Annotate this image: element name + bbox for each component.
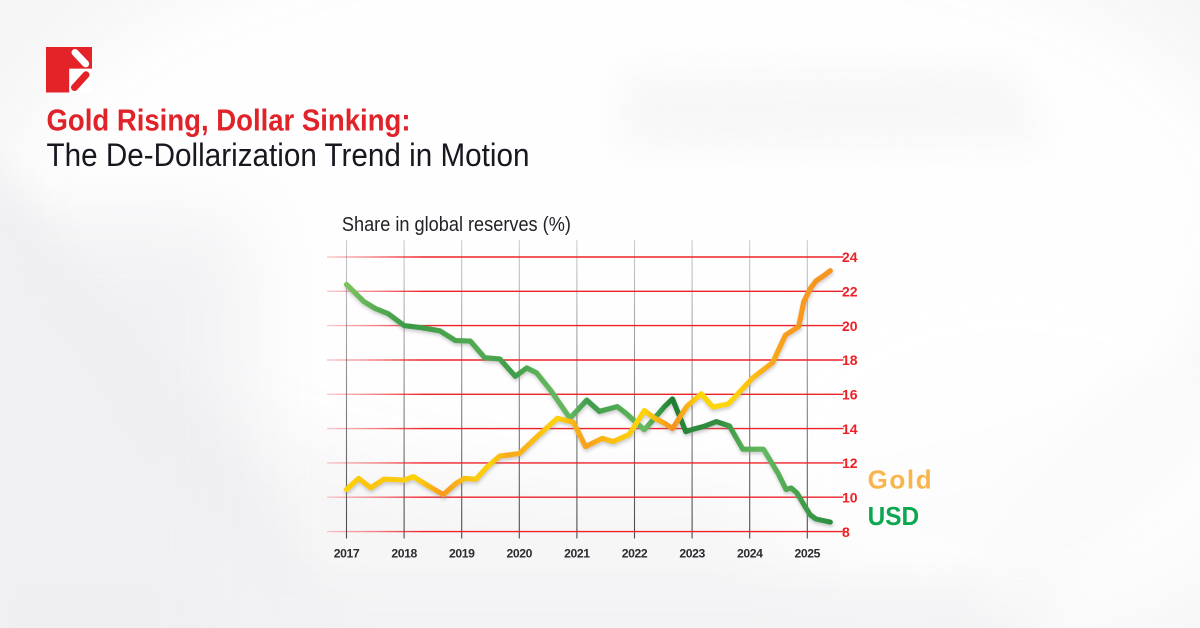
svg-text:2019: 2019 [449, 547, 475, 561]
svg-text:2017: 2017 [334, 547, 360, 561]
svg-text:2025: 2025 [795, 547, 821, 561]
svg-text:The De-Dollarization Trend in: The De-Dollarization Trend in Motion [47, 137, 530, 173]
svg-text:Gold: Gold [868, 464, 932, 494]
svg-text:10: 10 [842, 489, 858, 505]
svg-text:2020: 2020 [507, 547, 533, 561]
svg-text:18: 18 [842, 352, 858, 368]
svg-text:Share in global reserves (%): Share in global reserves (%) [342, 213, 571, 236]
svg-text:Gold Rising, Dollar Sinking:: Gold Rising, Dollar Sinking: [47, 103, 411, 138]
svg-text:2024: 2024 [737, 547, 763, 561]
svg-text:2023: 2023 [679, 547, 705, 561]
svg-text:12: 12 [842, 455, 858, 471]
svg-text:20: 20 [842, 318, 858, 334]
svg-text:2018: 2018 [391, 547, 417, 561]
svg-text:2022: 2022 [622, 547, 648, 561]
svg-text:22: 22 [842, 284, 858, 300]
svg-text:2021: 2021 [564, 547, 590, 561]
svg-text:8: 8 [842, 524, 850, 540]
svg-text:USD: USD [868, 501, 920, 531]
svg-text:16: 16 [842, 387, 858, 403]
svg-text:14: 14 [842, 421, 858, 437]
svg-text:24: 24 [842, 249, 858, 265]
